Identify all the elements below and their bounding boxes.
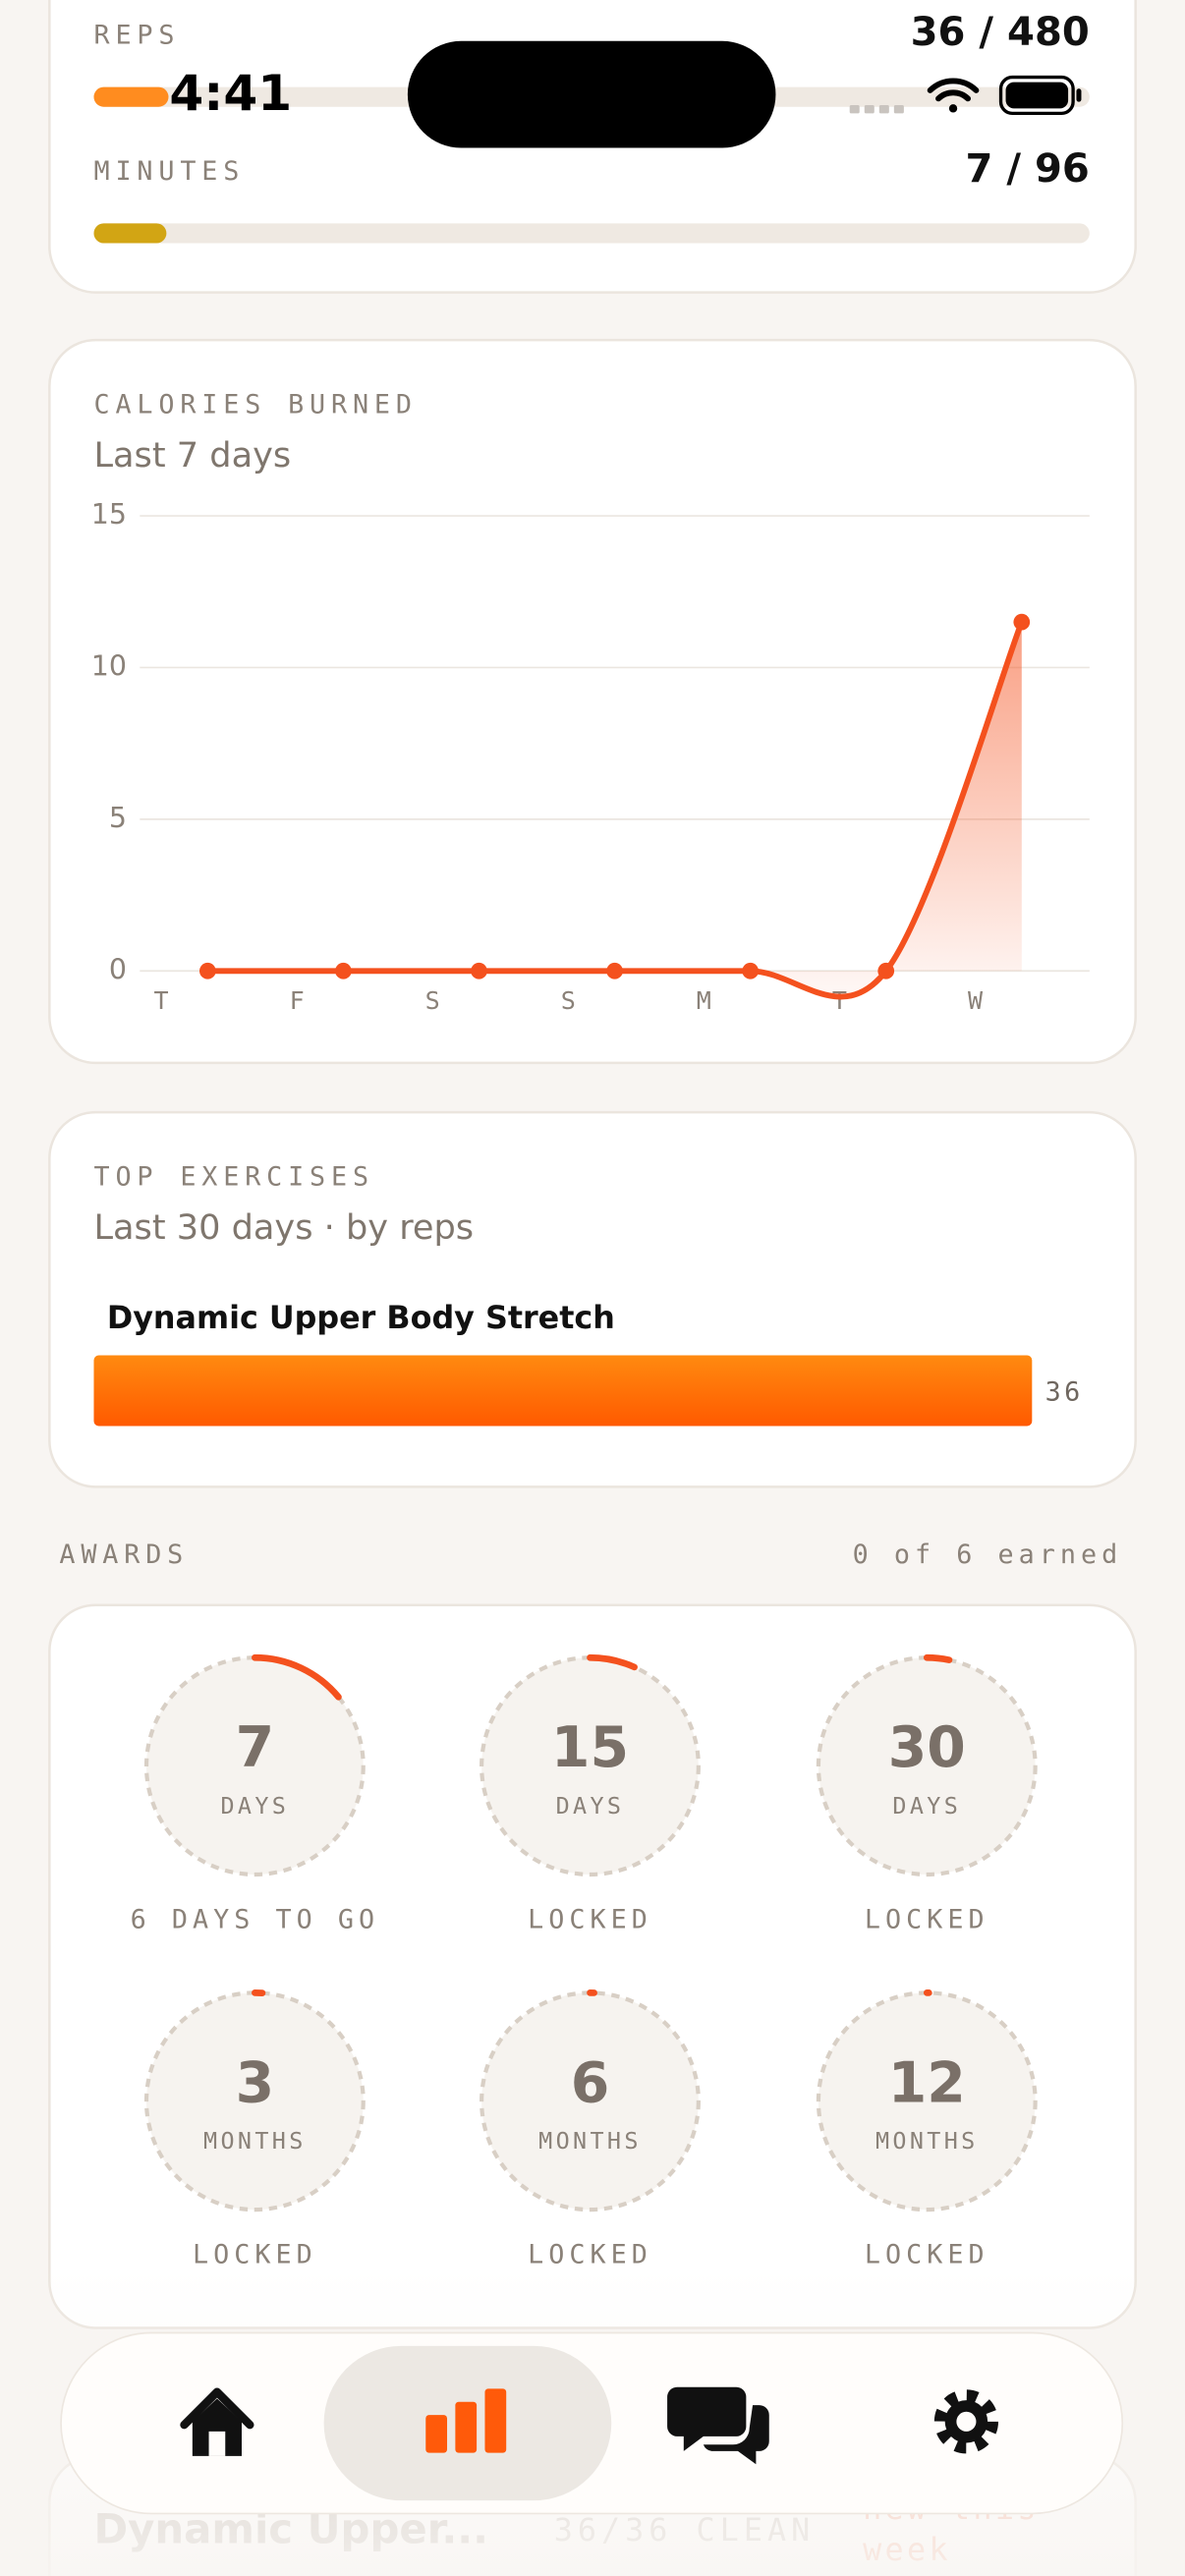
chart-title: TOP EXERCISES: [93, 1161, 373, 1192]
award-progress: [815, 1653, 1040, 1878]
status-time: 4:41: [169, 64, 292, 122]
x-tick-label: T: [153, 986, 168, 1015]
award-status: LOCKED: [865, 1904, 989, 1934]
award-progress: [478, 1653, 703, 1878]
dynamic-island: [407, 40, 776, 148]
battery: [998, 75, 1082, 116]
award-unit: MONTHS: [203, 2127, 307, 2155]
award-progress: [142, 1989, 367, 2213]
award-progress: [478, 1989, 703, 2213]
tab-stats[interactable]: [425, 2388, 507, 2453]
award-unit: DAYS: [892, 1792, 961, 1820]
exercise-bar: [93, 1355, 1033, 1427]
award-progress: [815, 1989, 1040, 2213]
point: [471, 962, 487, 980]
award-number: 12: [888, 2050, 966, 2115]
chart-title: CALORIES BURNED: [93, 390, 417, 420]
award-status: 6 DAYS TO GO: [131, 1904, 379, 1934]
x-tick-label: W: [968, 986, 984, 1015]
x-tick-label: S: [425, 986, 440, 1015]
y-tick-label: 0: [109, 953, 127, 985]
y-tick-label: 15: [91, 498, 127, 531]
point: [606, 962, 623, 980]
award-unit: MONTHS: [875, 2127, 979, 2155]
x-tick-label: S: [561, 986, 576, 1015]
goal-label: REPS: [93, 20, 180, 50]
award-unit: DAYS: [220, 1792, 289, 1820]
point: [742, 962, 760, 980]
y-tick-label: 10: [91, 649, 127, 682]
award-unit: MONTHS: [538, 2127, 642, 2155]
award-status: LOCKED: [528, 1904, 652, 1934]
award-status: LOCKED: [865, 2239, 989, 2269]
goal-track: [93, 223, 1090, 244]
x-tick-label: M: [697, 986, 711, 1015]
award-progress: [142, 1653, 367, 1878]
goal-bar: [93, 223, 167, 244]
exercise-value: 36: [1045, 1377, 1084, 1408]
point: [877, 962, 895, 980]
tab-chat[interactable]: [667, 2386, 769, 2465]
exercise-name: Dynamic Upper Body Stretch: [107, 1301, 615, 1336]
point: [198, 962, 216, 980]
point: [1013, 613, 1031, 631]
award-number: 6: [571, 2050, 610, 2115]
award-status: LOCKED: [528, 2239, 652, 2269]
y-tick-label: 5: [109, 802, 127, 834]
goal-label: MINUTES: [93, 156, 245, 187]
award-number: 3: [236, 2050, 275, 2115]
goal-value: 36 / 480: [911, 10, 1090, 55]
signal: [849, 105, 904, 114]
section-title: AWARDS: [59, 1540, 189, 1570]
x-tick-label: F: [290, 986, 305, 1015]
award-number: 7: [236, 1715, 275, 1780]
award-number: 30: [888, 1715, 966, 1780]
award-unit: DAYS: [556, 1792, 625, 1820]
awards-summary: 0 of 6 earned: [853, 1540, 1123, 1570]
calories-card: [48, 338, 1137, 1065]
tab-settings[interactable]: [933, 2389, 999, 2454]
goal-value: 7 / 96: [965, 146, 1089, 192]
chart-subtitle: Last 7 days: [93, 435, 291, 476]
award-number: 15: [551, 1715, 629, 1780]
goal-bar: [93, 86, 169, 107]
wifi: [927, 78, 980, 113]
area: [207, 622, 1022, 997]
tab-home[interactable]: [180, 2387, 254, 2456]
point: [335, 962, 352, 980]
award-status: LOCKED: [193, 2239, 317, 2269]
chart-subtitle: Last 30 days · by reps: [93, 1207, 474, 1248]
